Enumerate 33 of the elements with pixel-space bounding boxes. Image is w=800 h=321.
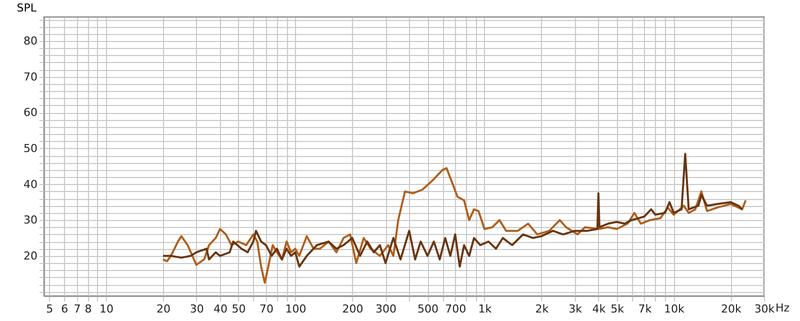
x-tick-label: 30 (190, 302, 204, 316)
y-tick-label: 20 (24, 249, 38, 262)
x-tick-label: 10 (100, 302, 114, 316)
x-tick-label: 70 (259, 302, 274, 316)
y-axis-title: SPL (16, 2, 38, 14)
x-tick-label: 5 (46, 302, 54, 316)
y-tick-label: 60 (24, 106, 38, 120)
x-tick-label: 40 (213, 302, 228, 316)
x-tick-label: 2k (535, 302, 550, 316)
y-tick-label: 30 (24, 214, 38, 227)
x-tick-label: 200 (342, 302, 364, 316)
y-tick-label: 40 (24, 178, 38, 191)
x-tick-label: 5k (610, 302, 625, 316)
x-tick-label: 7k (638, 302, 652, 316)
x-tick-label: 1k (478, 302, 492, 316)
x-tick-label: 500 (418, 302, 439, 316)
x-tick-label: 7 (74, 302, 81, 316)
x-tick-label: 30k (754, 302, 776, 316)
x-tick-label: 6 (61, 302, 68, 316)
x-tick-label: 100 (285, 302, 306, 316)
x-tick-label: 20k (720, 302, 742, 316)
x-tick-label: 300 (376, 302, 397, 316)
y-tick-label: 50 (24, 142, 38, 155)
x-tick-label: 700 (445, 302, 466, 316)
x-axis-title: Hz (776, 302, 790, 314)
y-tick-label: 70 (24, 70, 38, 84)
x-tick-label: 4k (592, 302, 606, 316)
x-tick-label: 3k (568, 302, 583, 316)
x-tick-label: 8 (84, 302, 92, 316)
x-tick-label: 20 (156, 302, 171, 316)
x-tick-label: 50 (232, 302, 246, 316)
x-tick-label: 10k (664, 302, 686, 316)
y-tick-label: 80 (24, 34, 38, 48)
